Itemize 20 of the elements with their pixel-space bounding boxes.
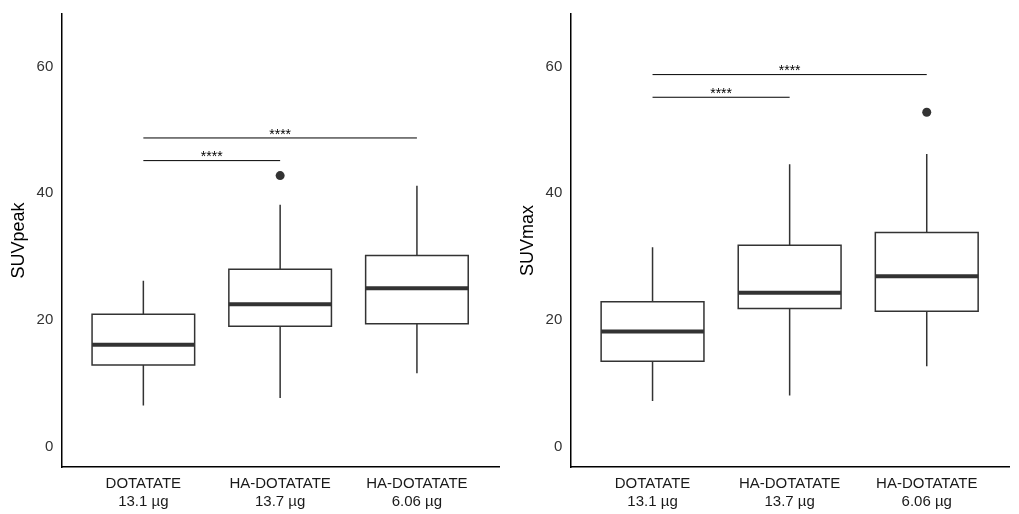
annotation: **** [710,85,733,102]
x-tick-label: HA-DOTATATE 6.06 µg [876,474,978,510]
y-tick-label: 20 [545,310,563,328]
x-tick-label: DOTATATE 13.1 µg [614,474,691,510]
x-tick-label: DOTATATE 13.1 µg [105,474,182,510]
x-tick-label: HA-DOTATATE 13.7 µg [229,474,331,510]
y-tick-label: 0 [44,436,54,454]
annotation: **** [200,148,224,165]
y-tick-label: 60 [36,56,54,74]
y-tick-label: 40 [545,183,563,201]
y-tick-label: 40 [36,183,54,201]
y-axis-title: SUVpeak [7,201,28,279]
annotation: **** [778,62,802,79]
y-tick-label: 0 [553,436,563,454]
y-tick-label: 20 [36,310,54,328]
y-axis-title: SUVmax [516,204,537,277]
y-tick-label: 60 [545,56,563,74]
x-tick-label: HA-DOTATATE 13.7 µg [738,474,841,510]
x-tick-label: HA-DOTATATE 6.06 µg [366,474,468,510]
annotation: **** [269,125,292,142]
